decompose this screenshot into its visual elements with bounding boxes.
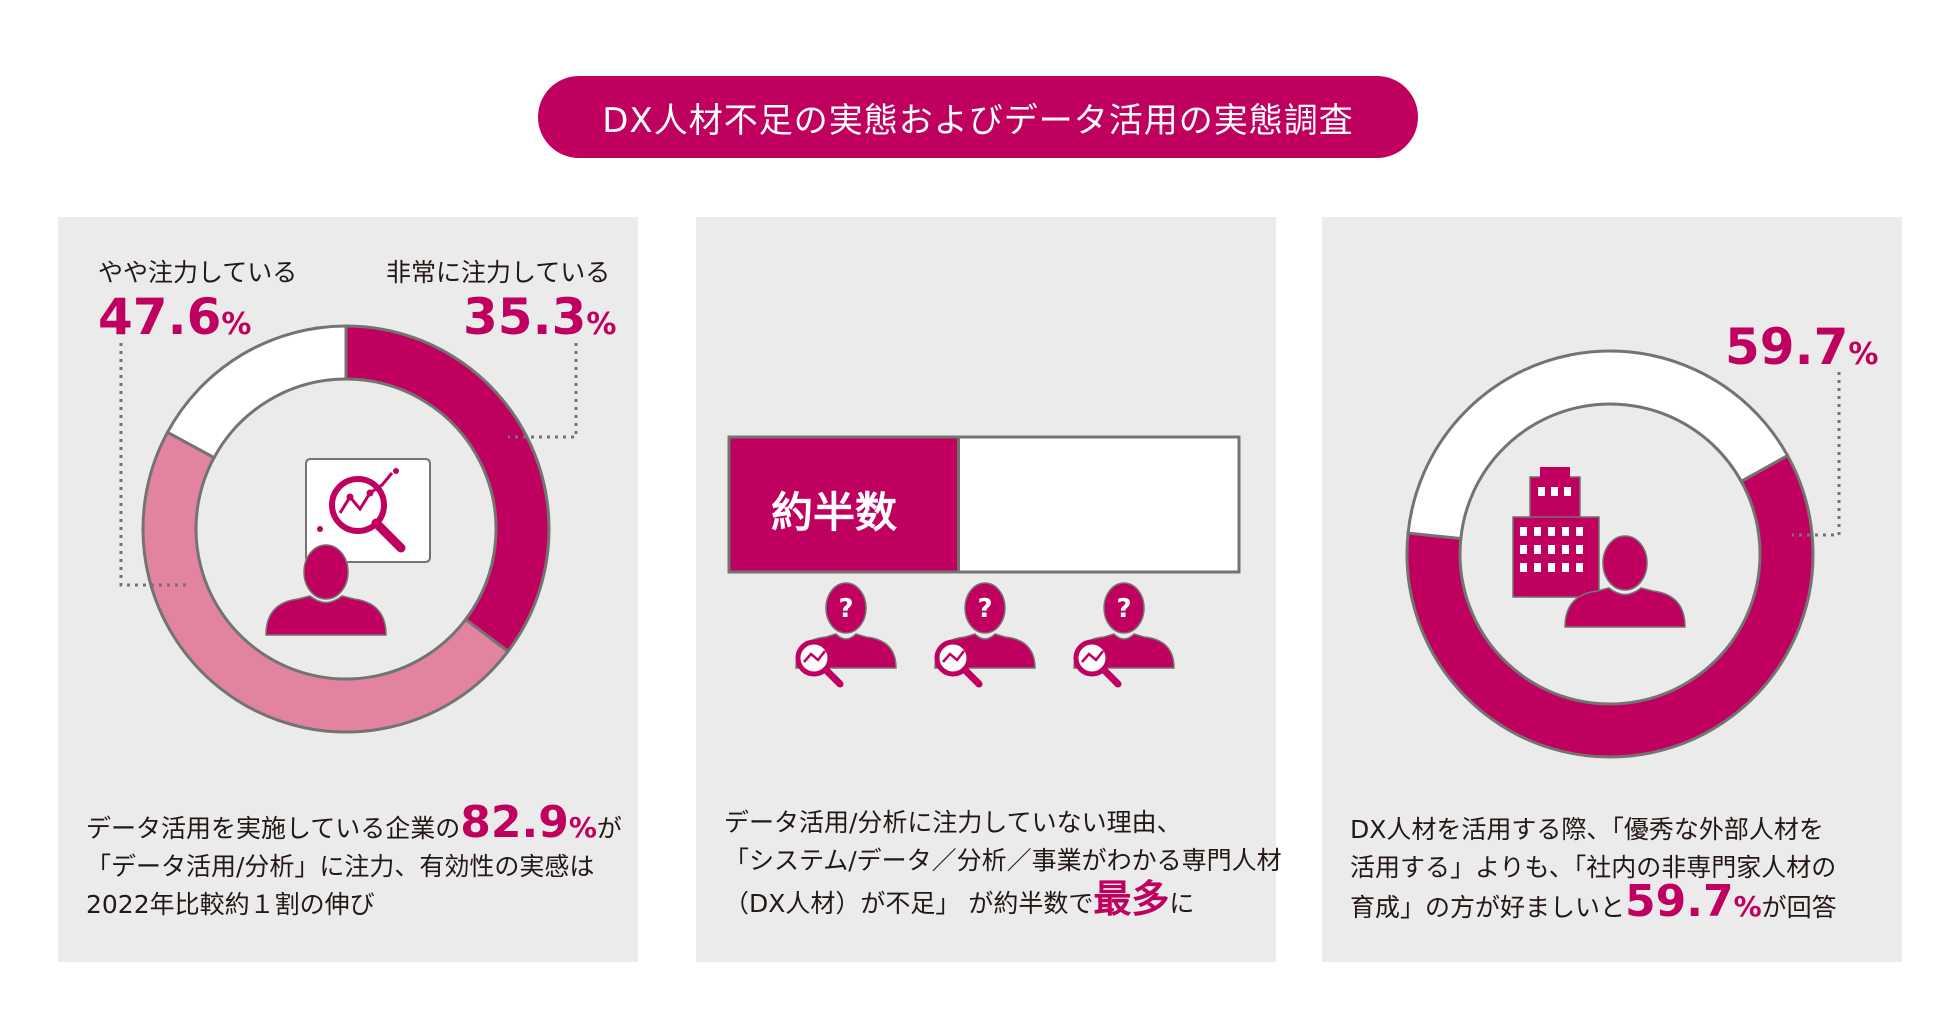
- value-somewhat-focused: 47.6%: [98, 288, 252, 346]
- panel-reason: ??? 約半数 データ活用/分析に注力していない理由、 「システム/データ／分析…: [696, 217, 1282, 962]
- panel-focus-ratio: やや注力している 47.6% 非常に注力している 35.3% データ活用を実施し…: [58, 217, 638, 962]
- caption-panel2-line1: データ活用/分析に注力していない理由、: [724, 808, 1182, 837]
- label-somewhat-focused: やや注力している: [98, 258, 298, 287]
- caption-panel3-line3: 育成」の方が好ましいと59.7%が回答: [1350, 876, 1837, 927]
- caption-panel3-line2: 活用する」よりも、「社内の非専門家人材の: [1350, 853, 1837, 882]
- donut-chart-focus: [119, 324, 578, 734]
- svg-text:?: ?: [838, 594, 853, 624]
- caption-panel2-line2: 「システム/データ／分析／事業がわかる専門人材: [724, 846, 1282, 875]
- value-very-focused: 35.3%: [463, 288, 617, 346]
- donut3-slice-0: [1405, 453, 1815, 759]
- label-very-focused: 非常に注力している: [386, 258, 611, 287]
- caption-panel1-line1: データ活用を実施している企業の82.9%が: [86, 797, 622, 848]
- leader-line-value: [1792, 372, 1841, 537]
- caption-panel1-line2: 「データ活用/分析」に注力、有効性の実感は: [86, 852, 595, 881]
- building-and-person-icon: [1512, 467, 1686, 628]
- panel-preference: 59.7% DX人材を活用する際、「優秀な外部人材を 活用する」よりも、「社内の…: [1322, 217, 1902, 962]
- title-banner: DX人材不足の実態およびデータ活用の実態調査: [538, 76, 1418, 158]
- value-preference: 59.7%: [1725, 318, 1879, 376]
- svg-text:?: ?: [1116, 594, 1131, 624]
- person-question-magnifier-icon: ?: [1073, 582, 1175, 688]
- title-text: DX人材不足の実態およびデータ活用の実態調査: [602, 100, 1354, 141]
- donut1-slice-1: [141, 430, 511, 734]
- caption-panel2-line3: （DX人材）が不足」 が約半数で最多に: [724, 877, 1195, 921]
- donut3-slice-1: [1406, 349, 1790, 541]
- bar-label: 約半数: [771, 488, 898, 537]
- donut1-slice-2: [165, 324, 348, 460]
- svg-text:?: ?: [977, 594, 992, 624]
- donut-chart-preference: [1405, 349, 1841, 759]
- leader-line-left: [119, 343, 190, 587]
- caption-panel3-line1: DX人材を活用する際、「優秀な外部人材を: [1350, 815, 1824, 844]
- person-question-magnifier-icon: ?: [795, 582, 897, 688]
- bar-fill: [727, 435, 960, 574]
- donut1-slice-0: [344, 324, 551, 654]
- person-with-magnifier-speech-bubble-icon: [265, 458, 431, 636]
- caption-panel1-line3: 2022年比較約１割の伸び: [86, 890, 375, 919]
- person-question-magnifier-icon: ?: [934, 582, 1036, 688]
- bar-chart-reason: ???: [727, 435, 1241, 688]
